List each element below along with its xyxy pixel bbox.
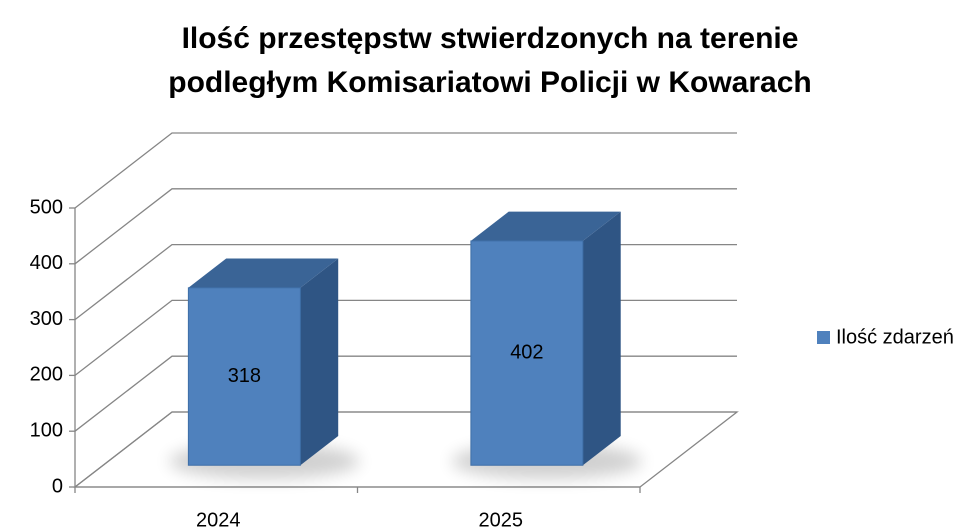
bar-side: [582, 211, 621, 466]
bar: [187, 287, 301, 466]
grid-line: [74, 188, 737, 265]
y-tick-label: 300: [30, 308, 63, 330]
data-label: 402: [510, 341, 543, 363]
grid-line: [74, 299, 737, 376]
grid-line: [74, 132, 737, 209]
bar-side: [300, 258, 339, 466]
grid-line: [74, 243, 737, 321]
data-label: 318: [228, 365, 261, 387]
bar-top: [470, 211, 621, 241]
grid-line: [74, 411, 737, 488]
floor: [73, 411, 739, 488]
y-tick-label: 500: [30, 196, 63, 218]
x-tick-label: 2025: [479, 509, 524, 531]
bar-top: [188, 258, 339, 288]
x-tick-label: 2024: [196, 509, 241, 531]
bar: [470, 240, 584, 466]
chart-title: Ilość przestępstw stwierdzonych na teren…: [182, 22, 799, 55]
legend-label: Ilość zdarzeń: [836, 326, 954, 348]
y-tick-label: 0: [52, 475, 63, 497]
y-tick-label: 100: [30, 419, 63, 441]
grid-line: [74, 355, 737, 432]
y-tick-label: 200: [30, 364, 63, 386]
legend-swatch: [817, 331, 830, 344]
chart-title: podległym Komisariatowi Policji w Kowara…: [168, 66, 811, 99]
y-tick-label: 400: [30, 252, 63, 274]
